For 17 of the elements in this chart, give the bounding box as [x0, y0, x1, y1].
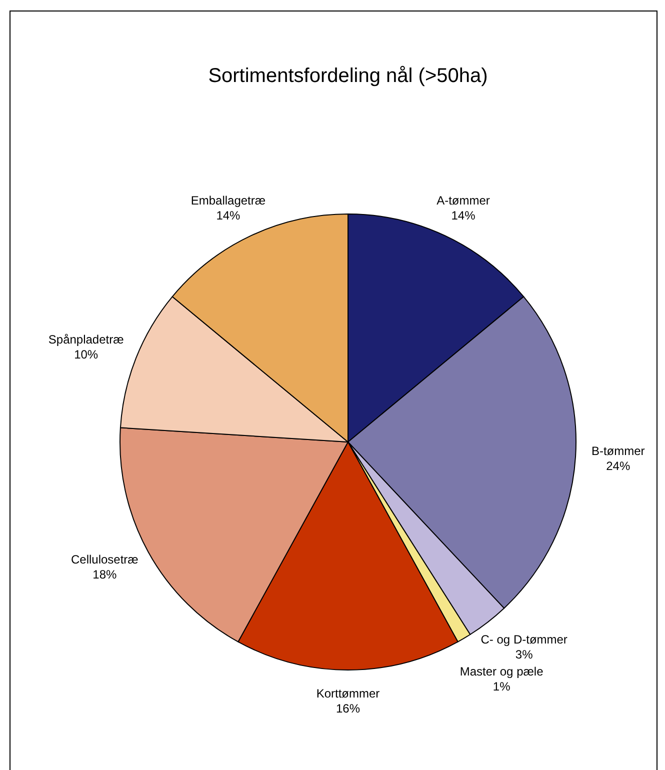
slice-label: Korttømmer: [316, 686, 380, 701]
slice-label: A-tømmer: [436, 193, 490, 208]
data-label: 10%: [74, 347, 98, 362]
data-label: 14%: [216, 208, 241, 222]
data-label: 3%: [515, 647, 534, 662]
data-label: 1%: [492, 679, 511, 694]
data-label: 14%: [451, 208, 476, 222]
slice-label: C- og D-tømmer: [480, 632, 568, 646]
slice-label: Spånpladetræ: [48, 332, 124, 346]
chart-title: Sortimentsfordeling nål (>50ha): [208, 65, 488, 87]
slice-label: Master og pæle: [460, 664, 544, 678]
slice-label: B-tømmer: [591, 444, 645, 458]
data-label: 24%: [606, 458, 630, 473]
slice-label: Emballagetræ: [190, 193, 266, 208]
slice-label: Cellulosetræ: [70, 552, 139, 566]
data-label: 18%: [92, 567, 117, 582]
data-label: 16%: [336, 702, 360, 716]
